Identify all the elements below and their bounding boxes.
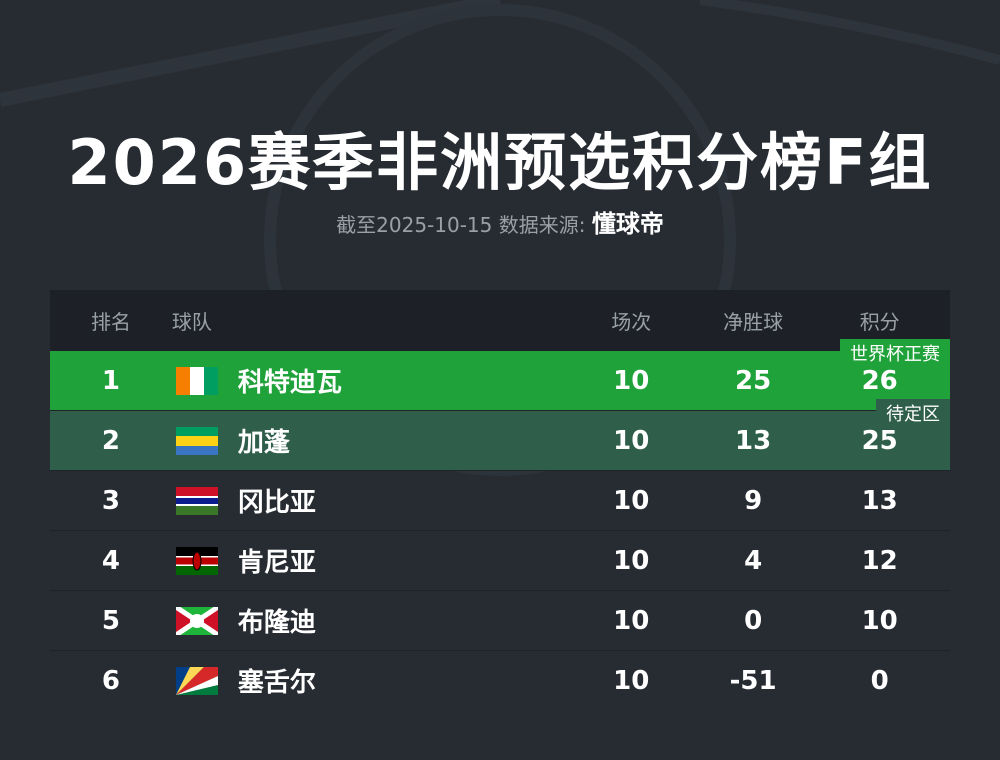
gambia-flag-icon — [175, 486, 218, 515]
page-title: 2026赛季非洲预选积分榜F组 — [67, 126, 933, 199]
burundi-flag-icon — [175, 606, 218, 635]
points: 12 — [861, 545, 898, 576]
rank: 3 — [101, 485, 120, 516]
team-cell: 肯尼亚 — [172, 542, 566, 579]
goal-difference: 0 — [744, 605, 763, 636]
table-header: 排名 球队 场次 净胜球 积分 — [50, 290, 950, 350]
rank: 5 — [101, 605, 120, 636]
zone-badge: 世界杯正赛 — [840, 339, 950, 367]
table-row: 2 加蓬 10 13 25 待定区 — [50, 399, 950, 470]
table-row: 4 肯尼亚 10 4 12 — [50, 530, 950, 590]
table-row: 6 塞舌尔 10 -51 0 — [50, 650, 950, 710]
goal-difference: -51 — [729, 665, 777, 696]
header-rank: 排名 — [90, 309, 131, 334]
goal-difference: 25 — [735, 365, 772, 396]
played: 10 — [613, 665, 650, 696]
kenya-flag-icon — [175, 546, 218, 575]
team-name: 加蓬 — [237, 428, 290, 458]
team-name: 冈比亚 — [237, 488, 316, 518]
header-points: 积分 — [859, 309, 900, 334]
subtitle: 截至2025-10-15 数据来源: 懂球帝 — [0, 204, 1000, 239]
source-name: 懂球帝 — [591, 210, 664, 238]
points: 10 — [861, 605, 898, 636]
team-cell: 布隆迪 — [172, 602, 566, 639]
standings-table: 排名 球队 场次 净胜球 积分 1 科特迪瓦 10 25 26 世界杯正赛 2 加… — [50, 290, 950, 710]
team-name: 科特迪瓦 — [237, 368, 342, 398]
points: 13 — [861, 485, 898, 516]
team-name: 肯尼亚 — [237, 548, 316, 578]
team-name: 布隆迪 — [237, 608, 316, 638]
rank: 2 — [101, 425, 120, 456]
goal-difference: 4 — [744, 545, 763, 576]
team-cell: 塞舌尔 — [172, 662, 566, 699]
table-row: 3 冈比亚 10 9 13 — [50, 470, 950, 530]
seychelles-flag-icon — [175, 666, 218, 695]
goal-difference: 9 — [744, 485, 763, 516]
goal-difference: 13 — [735, 425, 772, 456]
team-cell: 冈比亚 — [172, 482, 566, 519]
zone-badge: 待定区 — [876, 399, 950, 427]
table-row: 1 科特迪瓦 10 25 26 世界杯正赛 — [50, 339, 950, 410]
played: 10 — [613, 425, 650, 456]
header-played: 场次 — [611, 309, 652, 334]
team-cell: 加蓬 — [172, 422, 566, 459]
header-gd: 净胜球 — [723, 309, 784, 334]
rank: 6 — [101, 665, 120, 696]
team-cell: 科特迪瓦 — [172, 362, 566, 399]
played: 10 — [613, 365, 650, 396]
played: 10 — [613, 485, 650, 516]
table-row: 5 布隆迪 10 0 10 — [50, 590, 950, 650]
date-source-label: 截至2025-10-15 数据来源: — [336, 213, 586, 237]
points: 26 — [861, 365, 898, 396]
points: 0 — [870, 665, 889, 696]
ivory-coast-flag-icon — [175, 366, 218, 395]
rank: 1 — [101, 365, 120, 396]
team-name: 塞舌尔 — [237, 668, 316, 698]
played: 10 — [613, 545, 650, 576]
header-team: 球队 — [171, 309, 212, 334]
points: 25 — [861, 425, 898, 456]
gabon-flag-icon — [175, 426, 218, 455]
played: 10 — [613, 605, 650, 636]
rank: 4 — [101, 545, 120, 576]
